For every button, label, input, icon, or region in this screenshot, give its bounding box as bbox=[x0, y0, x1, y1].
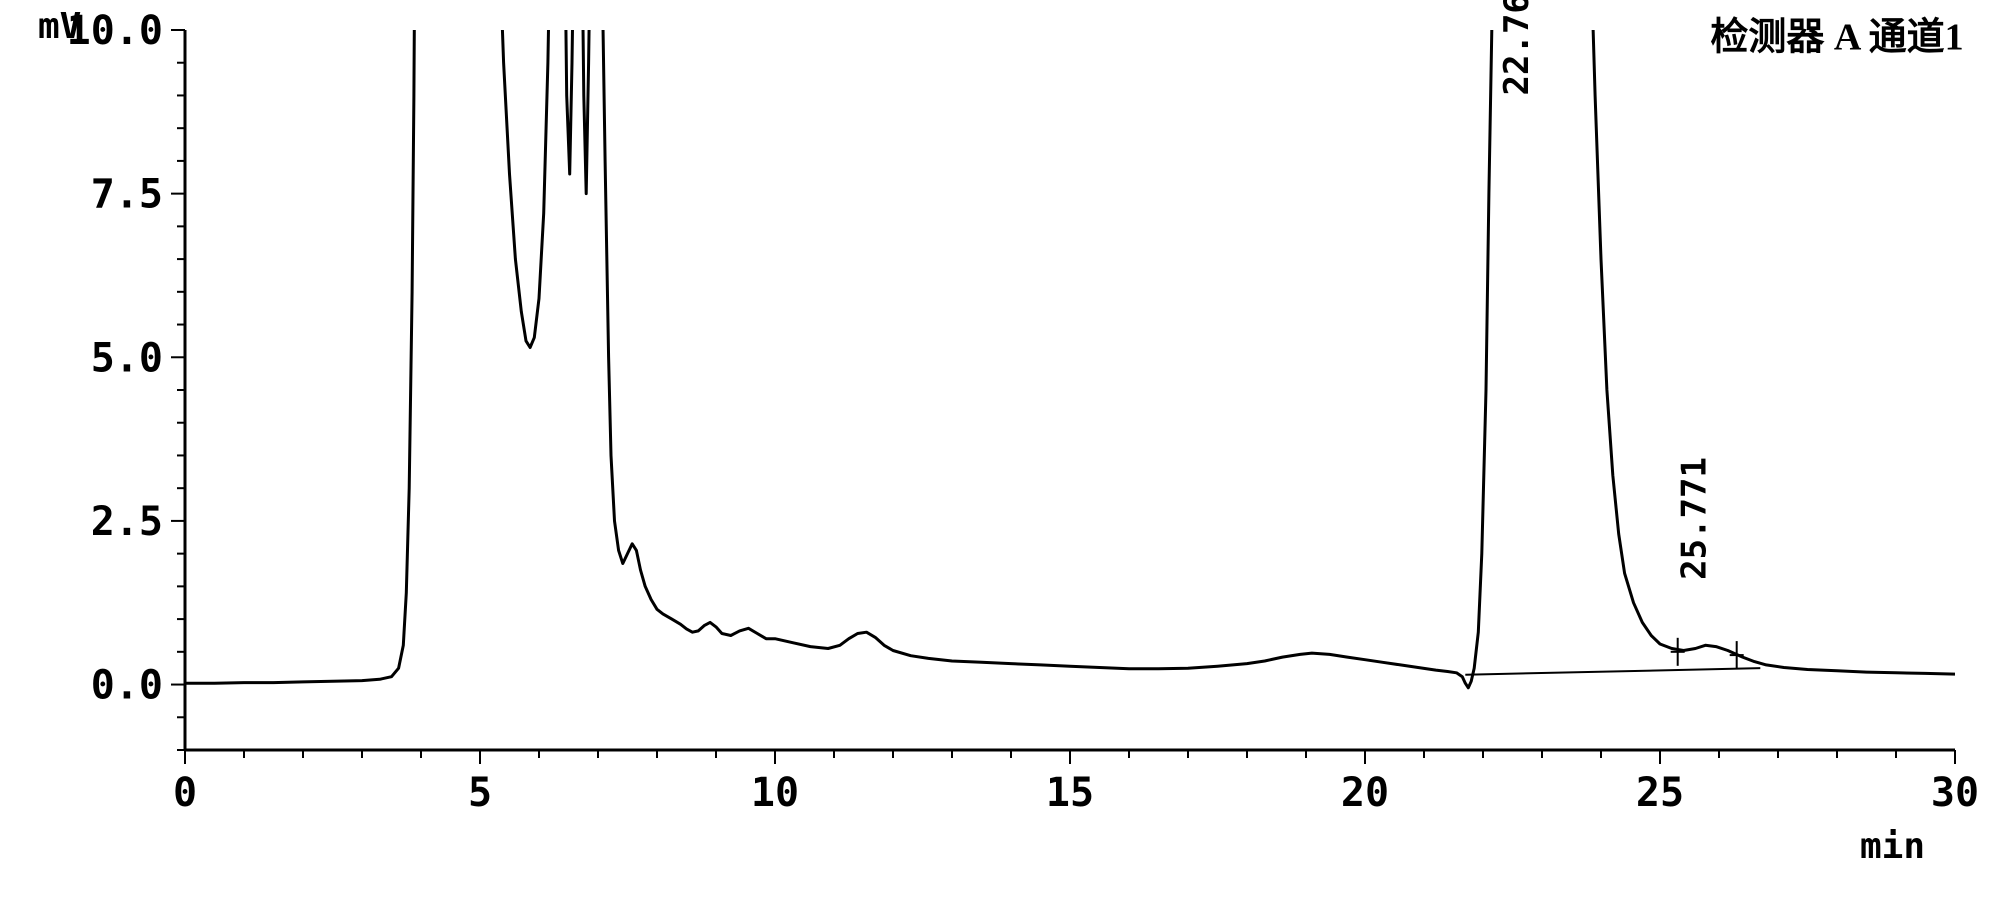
y-tick-label: 5.0 bbox=[91, 335, 163, 381]
x-tick-label: 10 bbox=[751, 770, 799, 816]
y-axis-label: mV bbox=[38, 6, 81, 47]
x-tick-label: 20 bbox=[1341, 770, 1389, 816]
x-axis-label: min bbox=[1860, 826, 1925, 867]
chromatogram-chart: 0510152025300.02.55.07.510.0mVmin检测器 A 通… bbox=[0, 0, 2001, 898]
y-tick-label: 0.0 bbox=[91, 663, 163, 709]
x-tick-label: 0 bbox=[173, 770, 197, 816]
chromatogram-trace bbox=[185, 0, 1955, 688]
x-tick-label: 5 bbox=[468, 770, 492, 816]
chart-svg: 0510152025300.02.55.07.510.0mVmin检测器 A 通… bbox=[0, 0, 2001, 898]
y-tick-label: 2.5 bbox=[91, 499, 163, 545]
baseline-segment bbox=[1465, 668, 1760, 675]
x-tick-label: 25 bbox=[1636, 770, 1684, 816]
y-tick-label: 7.5 bbox=[91, 172, 163, 218]
x-tick-label: 15 bbox=[1046, 770, 1094, 816]
peak-label: 25.771 bbox=[1674, 457, 1714, 580]
x-tick-label: 30 bbox=[1931, 770, 1979, 816]
detector-label: 检测器 A 通道1 bbox=[1710, 17, 1963, 59]
peak-label: 22.763 bbox=[1497, 0, 1537, 95]
